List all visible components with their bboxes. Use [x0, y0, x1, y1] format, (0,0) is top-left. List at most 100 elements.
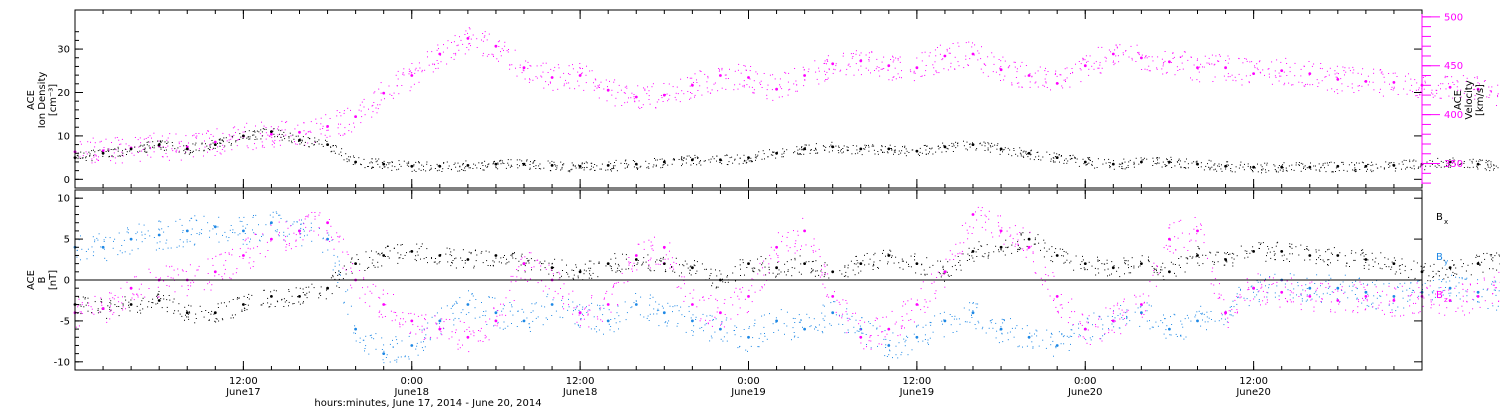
by-dot [453, 313, 454, 314]
ion-density-dot [793, 152, 794, 153]
velocity-dot [833, 73, 834, 74]
by-dot [784, 323, 785, 324]
velocity-dot [900, 62, 901, 63]
bx-dot [110, 303, 111, 304]
bx-dot [376, 251, 377, 252]
ion-density-dot [1301, 171, 1302, 172]
by-dot [532, 321, 533, 322]
ion-density-dot [665, 163, 666, 164]
by-dot [243, 239, 244, 240]
velocity-dot [437, 50, 438, 51]
ion-density-dot [1365, 165, 1366, 166]
by-dot [415, 349, 416, 350]
ion-density-dot [465, 170, 466, 171]
ion-density-dot [289, 140, 290, 141]
velocity-dot [981, 69, 982, 70]
velocity-dot [543, 72, 544, 73]
bx-dot [476, 255, 477, 256]
velocity-dot [1457, 86, 1458, 87]
by-dot [301, 245, 302, 246]
bx-dot [1035, 238, 1036, 239]
velocity-dot [398, 71, 399, 72]
bx-dot [1290, 246, 1291, 247]
bx-dot [188, 317, 189, 318]
ion-density-dot [319, 144, 320, 145]
velocity-dot [994, 64, 995, 65]
by-dot [354, 325, 355, 326]
by-dot [127, 227, 128, 228]
ion-density-dot [404, 161, 405, 162]
by-dot [672, 311, 673, 312]
ion-density-dot [774, 152, 775, 153]
ion-density-dot [423, 166, 424, 167]
bx-dot [178, 303, 179, 304]
velocity-dot [536, 76, 537, 77]
velocity-dot [525, 61, 526, 62]
ion-density-dot [615, 165, 616, 166]
velocity-dot [339, 112, 340, 113]
bx-dot [1109, 275, 1110, 276]
by-dot [616, 322, 617, 323]
ion-density-dot [627, 167, 628, 168]
ion-density-dot [681, 165, 682, 166]
bx-dot [875, 253, 876, 254]
bx-dot [799, 272, 800, 273]
bx-dot [1197, 263, 1198, 264]
velocity-dot [1300, 75, 1301, 76]
ion-density-dot [248, 136, 249, 137]
ion-density-dot [222, 140, 223, 141]
bx-dot [1107, 260, 1108, 261]
bx-dot [308, 287, 309, 288]
ion-density-dot [314, 141, 315, 142]
ion-density-dot [1336, 167, 1337, 168]
ion-density-dot [500, 160, 501, 161]
by-dot [892, 332, 893, 333]
by-dot [163, 232, 164, 233]
bx-dot [95, 301, 96, 302]
bx-dot [1125, 263, 1126, 264]
bx-dot [626, 269, 627, 270]
ion-density-dot [1305, 169, 1306, 170]
bx-dot [779, 269, 780, 270]
velocity-dot [1083, 59, 1084, 60]
bx-dot [521, 265, 522, 266]
ion-density-dot [735, 159, 736, 160]
ion-density-dot [1219, 164, 1220, 165]
ion-density-dot [277, 136, 278, 137]
ion-density-dot [1156, 158, 1157, 159]
ion-density-dot [408, 166, 409, 167]
bx-dot [988, 258, 989, 259]
ion-density-dot [473, 164, 474, 165]
by-dot [659, 304, 660, 305]
velocity-dot [116, 149, 117, 150]
bx-dot [140, 310, 141, 311]
by-dot [327, 250, 328, 251]
velocity-dot [1307, 84, 1308, 85]
velocity-dot [775, 78, 776, 79]
ion-density-dot [683, 160, 684, 161]
ion-density-dot [264, 129, 265, 130]
velocity-dot [680, 79, 681, 80]
velocity-dot [597, 88, 598, 89]
bx-dot [903, 261, 904, 262]
velocity-dot [349, 124, 350, 125]
velocity-dot [1364, 81, 1365, 82]
ion-density-dot [418, 161, 419, 162]
bx-dot [599, 262, 600, 263]
bx-dot [939, 272, 940, 273]
ion-density-dot [413, 164, 414, 165]
velocity-dot [1330, 68, 1331, 69]
ion-density-dot [757, 155, 758, 156]
ion-density-dot [1257, 164, 1258, 165]
velocity-dot [344, 110, 345, 111]
bx-dot [1229, 254, 1230, 255]
bx-dot [399, 258, 400, 259]
velocity-dot [94, 154, 95, 155]
ion-density-dot [321, 144, 322, 145]
velocity-dot [757, 73, 758, 74]
by-dot [510, 311, 511, 312]
velocity-dot [626, 86, 627, 87]
ion-density-dot [530, 161, 531, 162]
velocity-dot [1276, 77, 1277, 78]
